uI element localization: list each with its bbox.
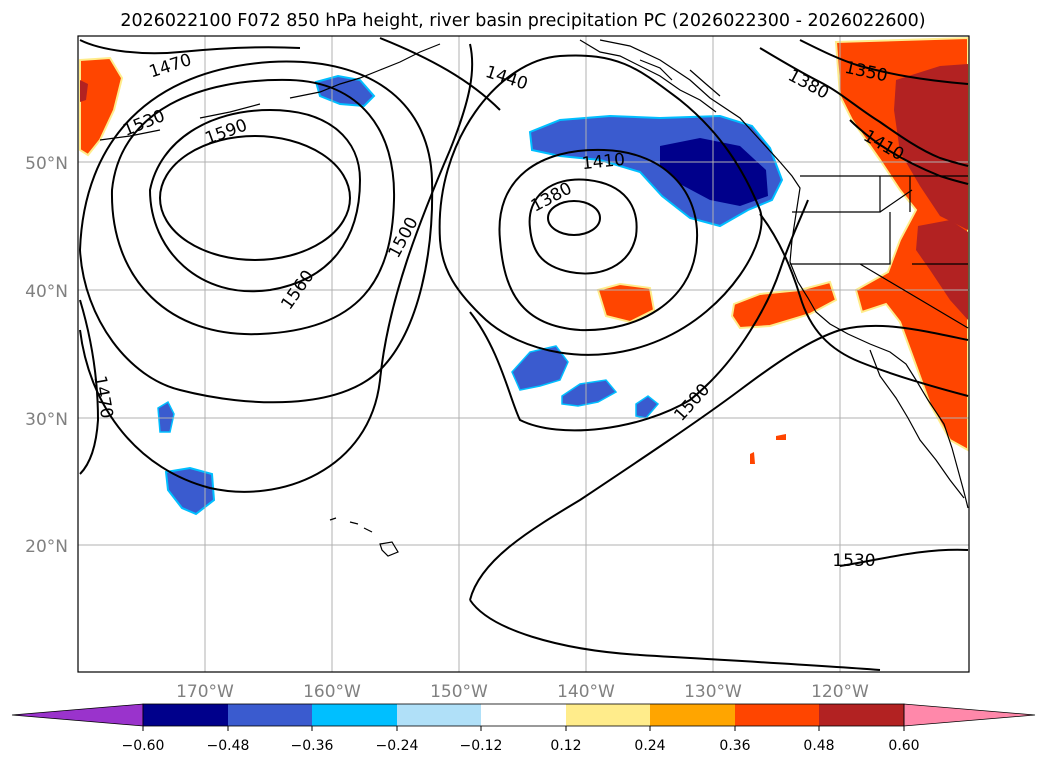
- colorbar-tick-label: −0.48: [207, 738, 250, 754]
- contour-label: 1410: [581, 150, 626, 174]
- coastline-north-america: [599, 39, 969, 509]
- positive-anomaly-nw-core: [80, 80, 88, 102]
- positive-anomaly-dot1: [776, 434, 786, 440]
- contour-coastal: [759, 213, 969, 397]
- negative-anomaly-s3: [635, 395, 660, 419]
- negative-anomaly-pacific-nw-core: [660, 138, 768, 206]
- lat-label: 50°N: [25, 154, 68, 174]
- positive-anomaly-nw: [79, 56, 124, 157]
- latitude-labels: 50°N 40°N 30°N 20°N: [25, 154, 68, 557]
- colorbar-extend-max: [903, 703, 1036, 727]
- map-background: [78, 36, 969, 672]
- colorbar-segment: [397, 704, 481, 726]
- contour-high-inner: [159, 135, 351, 261]
- colorbar-tick-label: 0.48: [803, 738, 834, 754]
- contour-1500-east: [379, 37, 809, 432]
- colorbar: −0.60 −0.48 −0.36 −0.24 −0.12 0.12 0.24 …: [11, 703, 1036, 754]
- positive-anomaly-continent-core: [894, 64, 968, 230]
- positive-anomaly-offshore: [596, 282, 656, 324]
- lat-label: 20°N: [25, 537, 68, 557]
- lon-label: 170°W: [176, 682, 234, 702]
- colorbar-segment: [650, 704, 735, 726]
- lon-label: 160°W: [303, 682, 361, 702]
- lon-label: 120°W: [811, 682, 869, 702]
- colorbar-tick-label: 0.12: [550, 738, 581, 754]
- map-frame: [77, 35, 970, 673]
- lon-label: 150°W: [430, 682, 488, 702]
- map-panel: 1470 1530 1590 1440 1380 1350 1410 1410 …: [77, 35, 970, 673]
- negative-anomaly-w1: [157, 400, 175, 433]
- lat-label: 40°N: [25, 282, 68, 302]
- lat-label: 30°N: [25, 410, 68, 430]
- contour-1560: [110, 78, 396, 336]
- contour-low-inner: [547, 200, 601, 236]
- colorbar-tick-label: −0.12: [460, 738, 503, 754]
- contour-1350-1410-east: [759, 39, 969, 185]
- figure-title: 2026022100 F072 850 hPa height, river ba…: [120, 11, 925, 31]
- colorbar-tick-label: −0.36: [291, 738, 334, 754]
- coastlines: [99, 39, 969, 557]
- negative-anomaly-s1: [511, 345, 569, 391]
- colorbar-tick-label: 0.24: [634, 738, 665, 754]
- positive-anomaly-continent-core2: [916, 220, 968, 320]
- contour-1470: [79, 39, 301, 475]
- colorbar-segment: [228, 704, 312, 726]
- contour-1410: [498, 148, 699, 332]
- colorbar-segment: [312, 704, 397, 726]
- negative-anomaly-s2: [561, 379, 618, 407]
- hawaii-islands: [329, 517, 399, 557]
- contour-1500: [79, 43, 474, 493]
- lon-label: 140°W: [557, 682, 615, 702]
- state-borders: [790, 176, 969, 329]
- contour-1380: [528, 178, 638, 275]
- precip-shading: [79, 36, 969, 516]
- contour-1440: [438, 54, 763, 356]
- colorbar-tick-label: −0.24: [376, 738, 419, 754]
- colorbar-segment: [735, 704, 819, 726]
- coastline-alaska: [579, 39, 721, 113]
- colorbar-extend-min: [11, 703, 144, 727]
- colorbar-tick-label: 0.36: [719, 738, 750, 754]
- colorbar-segment: [819, 704, 904, 726]
- colorbar-segment: [143, 704, 228, 726]
- negative-anomaly-aleutian: [314, 74, 376, 108]
- contour-1530: [78, 60, 434, 404]
- colorbar-segment: [566, 704, 650, 726]
- colorbar-segment: [481, 704, 566, 726]
- colorbar-ticks: [142, 726, 905, 731]
- colorbar-tick-label: −0.60: [122, 738, 165, 754]
- lon-label: 130°W: [684, 682, 742, 702]
- colorbar-tick-labels: −0.60 −0.48 −0.36 −0.24 −0.12 0.12 0.24 …: [122, 738, 920, 754]
- contour-1530-east: [469, 324, 969, 671]
- contour-1590: [148, 108, 362, 293]
- colorbar-frame: [142, 703, 905, 727]
- colorbar-tick-label: 0.60: [888, 738, 919, 754]
- contour-label: 1530: [832, 551, 875, 571]
- positive-anomaly-dot2: [750, 452, 755, 464]
- longitude-labels: 170°W 160°W 150°W 140°W 130°W 120°W: [176, 682, 869, 702]
- coastline-baja: [869, 349, 965, 499]
- height-contours: [78, 37, 969, 671]
